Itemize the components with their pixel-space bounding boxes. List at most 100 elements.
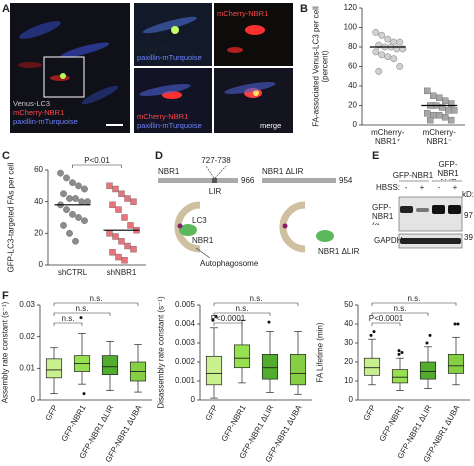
treatment-label: HBSS:	[376, 183, 400, 192]
outlier	[453, 322, 457, 326]
y-tick-label: 40	[344, 319, 353, 328]
significance-label: n.s.	[76, 304, 89, 313]
data-point	[384, 35, 392, 43]
y-tick-label: 40	[348, 81, 357, 90]
data-point	[72, 237, 79, 245]
data-point	[442, 113, 449, 121]
data-point	[69, 210, 76, 218]
y-tick-label: 60	[34, 165, 43, 174]
x-tick-label: GFP	[204, 404, 220, 423]
x-tick-label-box: mCherry-NBR1⁺	[371, 128, 404, 146]
significance-bracket	[371, 322, 401, 326]
data-point	[442, 97, 449, 104]
image-label: mCherry-NBR1	[217, 9, 268, 18]
cartoon-label: LC3	[192, 216, 207, 225]
data-point	[75, 182, 82, 190]
x-tick-label: GFP-NBR1	[220, 403, 248, 443]
data-point	[372, 28, 380, 36]
panel-letter: E	[372, 150, 379, 162]
group-label-box: GFP-NBR1 ΔLIR	[437, 160, 459, 180]
data-point	[424, 110, 431, 117]
domain-diagram: NBR1 727-738 966 LIR NBR1 ΔLIR 954 LC3 N…	[158, 156, 360, 268]
marker-label: 39	[464, 233, 473, 242]
x-tick-label: mCherry-NBR1⁻	[422, 128, 456, 146]
outlier	[372, 330, 376, 334]
motif-label: LIR	[209, 187, 222, 196]
y-axis-label: FA Lifetime (min)	[315, 322, 324, 383]
outlier	[369, 333, 373, 337]
y-tick-label: 0.001	[175, 376, 196, 385]
box	[45, 358, 63, 379]
data-point	[121, 257, 128, 264]
x-tick-label-box: mCherry-NBR1⁻	[422, 128, 456, 146]
y-tick-label: 0.01	[19, 363, 35, 372]
image-label: paxillin-mTurquoise	[13, 117, 78, 126]
cartoon-label: NBR1 ΔLIR	[318, 247, 360, 256]
data-point	[63, 206, 70, 213]
data-point	[378, 51, 386, 59]
outlier	[79, 316, 83, 320]
y-tick-label: 0	[39, 260, 44, 269]
data-point	[451, 107, 458, 114]
data-point	[115, 253, 122, 261]
data-point	[112, 233, 119, 240]
outlier	[428, 333, 432, 337]
y-tick-label: 0	[349, 395, 354, 404]
micrograph: Venus-LC3 mCherry-NBR1 paxillin-mTurquoi…	[10, 3, 130, 133]
data-point	[112, 185, 119, 193]
y-tick-label: 0.005	[175, 300, 196, 309]
y-axis-label: Assembly rate constant (s⁻¹)	[0, 301, 9, 404]
unit-label: kD:	[462, 190, 474, 199]
box	[391, 369, 409, 384]
data-point	[436, 94, 443, 101]
data-point	[109, 201, 116, 209]
data-point	[372, 48, 380, 56]
x-tick-label: GFP-NBR1	[60, 403, 88, 443]
image-label: paxillin-mTurquoise	[137, 121, 202, 130]
x-tick-label-box: shNBR1	[107, 268, 137, 277]
data-point	[390, 55, 398, 63]
data-point	[72, 195, 79, 202]
y-tick-label: 80	[348, 42, 357, 51]
significance-bracket	[53, 312, 111, 316]
data-point	[127, 222, 134, 229]
x-tick-label: shCTRL	[57, 268, 88, 277]
y-tick-label: 50	[344, 300, 353, 309]
y-tick-label: 0.004	[175, 319, 196, 328]
y-tick-label: 0.02	[19, 332, 35, 341]
data-point	[130, 198, 137, 205]
y-tick-label: 0.003	[175, 338, 196, 347]
micrograph-tiles: Venus-LC3 paxillin-mTurquoise mCherry-NB…	[134, 3, 293, 133]
box	[233, 344, 251, 369]
data-point	[69, 179, 76, 187]
significance-label: P<0.0001	[211, 314, 246, 323]
group-label: GFP-NBR1 ΔLIR	[437, 160, 459, 180]
data-point	[448, 100, 455, 107]
box	[363, 357, 381, 376]
data-point	[124, 195, 131, 202]
data-point	[427, 116, 434, 124]
y-tick-label: 0	[191, 395, 196, 404]
panel-letter: F	[2, 290, 9, 302]
y-axis-label: Disassembly rate constant (s⁻¹)	[156, 296, 165, 409]
y-tick-label: 40	[34, 197, 43, 206]
y-tick-label: 0	[31, 395, 36, 404]
row-label-box: GFP-NBR1 (α-GFP)	[372, 203, 394, 225]
construct-length: 954	[339, 176, 353, 185]
lane-label: +	[453, 183, 458, 192]
panel-letter: B	[300, 3, 308, 15]
image-label: mCherry-NBR1	[137, 112, 188, 121]
y-tick-label: 20	[348, 101, 357, 110]
marker-label: 97	[464, 211, 473, 220]
box	[447, 354, 465, 374]
panel-letter: A	[2, 3, 10, 15]
data-point	[118, 238, 125, 245]
significance-label: P<0.01	[84, 156, 110, 165]
row-label: GFP-NBR1 (α-GFP)	[372, 203, 394, 225]
panel-letter: D	[155, 150, 163, 162]
y-axis-label: GFP-LC3-targeted FAs per cell	[6, 162, 15, 273]
image-label: paxillin-mTurquoise	[137, 53, 202, 62]
outlier	[456, 322, 460, 326]
